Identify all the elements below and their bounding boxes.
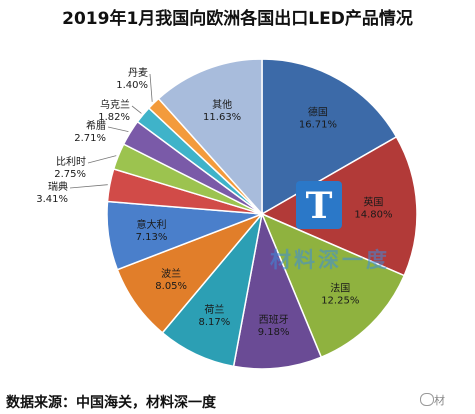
slice-value-1: 16.71% (299, 119, 337, 130)
slice-value-9: 2.75% (54, 169, 86, 180)
pie-slice-3 (260, 212, 406, 359)
slice-label-7: 意大利 (137, 218, 167, 231)
slice-label-13: 其他 (212, 98, 232, 111)
slice-value-12: 1.40% (116, 80, 148, 91)
slice-value-10: 2.71% (74, 133, 106, 144)
slice-value-6: 8.05% (155, 281, 187, 292)
slice-label-6: 波兰 (161, 267, 181, 280)
leader-line-10 (107, 126, 129, 132)
slice-label-4: 西班牙 (259, 314, 289, 326)
slice-value-13: 11.63% (203, 112, 241, 123)
leader-line-12 (149, 73, 153, 102)
slice-value-4: 9.18% (258, 327, 290, 338)
slice-label-5: 荷兰 (204, 303, 224, 316)
slice-value-7: 7.13% (136, 232, 168, 243)
slice-value-3: 12.25% (321, 296, 359, 307)
slice-label-10: 希腊 (86, 119, 106, 132)
slice-label-1: 德国 (308, 105, 328, 118)
slice-label-2: 英国 (363, 196, 383, 209)
slice-label-8: 瑞典 (48, 180, 68, 193)
slice-label-3: 法国 (330, 282, 350, 295)
leader-line-9 (87, 155, 117, 164)
pie-slice-1 (261, 58, 398, 216)
source-note: 数据来源：中国海关，材料深一度 (6, 395, 216, 411)
slice-value-8: 3.41% (36, 194, 68, 205)
slice-label-9: 比利时 (56, 156, 86, 168)
watermark-logo (296, 181, 342, 229)
slice-value-11: 1.82% (98, 112, 130, 123)
watermark-text: 材料深一度 (270, 248, 390, 272)
slice-label-11: 乌克兰 (100, 98, 130, 111)
slice-value-5: 8.17% (198, 317, 230, 328)
wechat-tag: 材 (434, 394, 445, 407)
slice-label-12: 丹麦 (128, 67, 148, 79)
chart-title: 2019年1月我国向欧洲各国出口LED产品情况 (62, 9, 413, 29)
leader-line-8 (69, 184, 108, 189)
wechat-icon (420, 393, 434, 406)
leader-line-11 (131, 105, 142, 114)
pie-slice-13 (157, 58, 263, 216)
slice-value-2: 14.80% (354, 210, 392, 221)
